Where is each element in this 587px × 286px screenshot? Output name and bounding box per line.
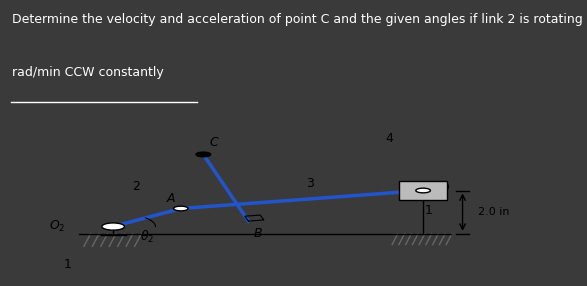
Text: 1: 1: [64, 258, 72, 271]
Text: rad/min CCW constantly: rad/min CCW constantly: [12, 65, 164, 79]
Circle shape: [102, 223, 124, 230]
Text: A: A: [167, 192, 175, 205]
Circle shape: [174, 206, 188, 211]
Text: Determine the velocity and acceleration of point C and the given angles if link : Determine the velocity and acceleration …: [12, 13, 587, 26]
Text: $O_2$: $O_2$: [49, 219, 65, 234]
Circle shape: [416, 188, 430, 193]
Text: 3: 3: [306, 177, 315, 190]
Text: B: B: [254, 227, 262, 240]
Circle shape: [196, 152, 211, 157]
Text: D: D: [440, 182, 450, 195]
Text: 4: 4: [385, 132, 393, 145]
Text: 2.0 in: 2.0 in: [478, 207, 510, 217]
Text: $\theta_2$: $\theta_2$: [140, 229, 154, 245]
Text: C: C: [209, 136, 218, 149]
Bar: [399, 182, 447, 200]
Text: 2: 2: [131, 180, 140, 193]
Text: 1: 1: [425, 204, 433, 217]
